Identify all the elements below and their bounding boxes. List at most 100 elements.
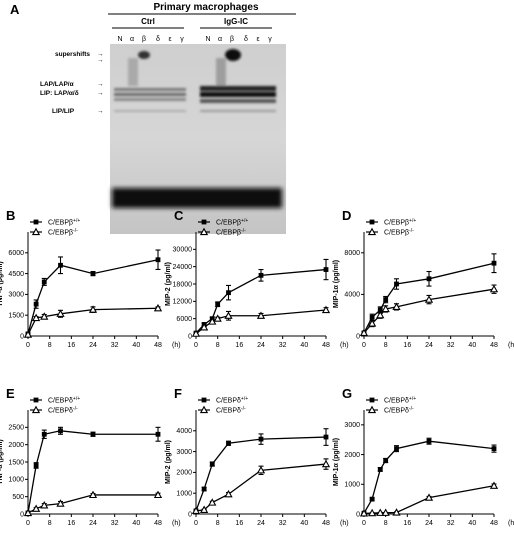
- data-point: [58, 262, 63, 268]
- x-tick-label: 32: [111, 520, 119, 527]
- y-tick-label: 4000: [176, 428, 192, 435]
- legend-label: C/EBPβ+/+: [384, 218, 416, 227]
- line-charts: B 0 1500 3000 4500 6000 0 8 16 24 32 40 48 (h) TNF-α (…: [0, 208, 514, 527]
- y-tick-label: 1000: [344, 482, 360, 489]
- x-axis-unit: (h): [172, 342, 181, 349]
- data-point: [199, 505, 209, 513]
- x-axis-unit: (h): [508, 520, 514, 527]
- data-point: [226, 290, 231, 296]
- x-tick-label: 8: [48, 520, 52, 527]
- data-point: [209, 461, 215, 467]
- y-tick-label: 24000: [173, 264, 193, 271]
- y-axis-label: TNF-α (pg/ml): [0, 261, 4, 307]
- x-tick-label: 40: [468, 342, 476, 349]
- legend-label: C/EBPβ+/+: [216, 218, 248, 227]
- legend-label: C/EBPβ-/-: [216, 228, 246, 237]
- x-axis-unit: (h): [172, 520, 181, 527]
- data-point: [426, 276, 432, 282]
- x-tick-label: 40: [300, 342, 308, 349]
- band-label-lip: LIP/LIP: [52, 108, 75, 115]
- x-tick-label: 40: [300, 520, 308, 527]
- x-tick-label: 8: [48, 342, 52, 349]
- data-point: [383, 297, 389, 302]
- band-arrow-lap: →: [97, 81, 104, 88]
- data-point: [40, 501, 49, 509]
- legend-label: C/EBPβ-/-: [384, 228, 414, 237]
- gel-group-label-ctrl: Ctrl: [141, 17, 155, 26]
- data-point: [381, 304, 390, 313]
- x-tick-label: 16: [235, 342, 243, 349]
- data-point: [376, 310, 385, 319]
- data-point: [359, 509, 369, 517]
- series-knockout: C/EBPβ-/-: [191, 227, 331, 337]
- lane-label: ε: [168, 36, 171, 43]
- x-tick-label: 0: [194, 342, 198, 349]
- y-tick-label: 0: [20, 511, 24, 518]
- lane-label: δ: [244, 36, 248, 43]
- x-tick-label: 8: [216, 342, 220, 349]
- y-tick-label: 6000: [176, 316, 192, 323]
- data-point: [56, 309, 65, 317]
- data-point: [90, 271, 96, 276]
- x-tick-label: 8: [384, 520, 388, 527]
- series-wildtype: C/EBPδ+/+: [25, 396, 161, 516]
- legend-marker: [201, 219, 207, 225]
- x-tick-label: 48: [490, 342, 498, 349]
- data-point: [369, 496, 375, 502]
- data-point: [367, 508, 377, 517]
- lane-label: α: [130, 36, 134, 43]
- lane-label: β: [230, 36, 234, 43]
- chart-panel-g: G 0 1000 2000 3000 0 8 16 24 32 40 48 (h) MIP-1α (pg/…: [333, 386, 514, 527]
- panel-letter-e: E: [6, 386, 15, 401]
- data-point: [491, 260, 497, 266]
- data-point: [88, 305, 98, 313]
- panel-letter-d: D: [342, 208, 351, 223]
- band-arrow-upper: →: [97, 51, 104, 58]
- x-tick-label: 24: [89, 520, 97, 527]
- panel-letter-b: B: [6, 208, 15, 223]
- y-tick-label: 3000: [8, 292, 24, 299]
- lane-label: γ: [180, 36, 184, 43]
- x-tick-label: 24: [425, 520, 433, 527]
- legend-label: C/EBPδ-/-: [384, 406, 414, 415]
- data-point: [90, 431, 96, 437]
- x-tick-label: 40: [132, 342, 140, 349]
- x-tick-label: 24: [89, 342, 97, 349]
- y-tick-label: 4500: [8, 271, 24, 278]
- data-point: [377, 307, 383, 313]
- x-tick-label: 8: [384, 342, 388, 349]
- data-point: [41, 279, 47, 285]
- series-knockout: C/EBPδ-/-: [359, 405, 499, 517]
- legend-marker: [199, 405, 209, 414]
- legend-marker: [367, 405, 377, 414]
- series-knockout: C/EBPδ-/-: [23, 405, 163, 517]
- legend-marker: [31, 227, 41, 236]
- y-tick-label: 3000: [344, 422, 360, 429]
- y-axis-label: TNF-α (pg/ml): [0, 439, 4, 485]
- data-point: [88, 490, 98, 499]
- y-tick-label: 2500: [8, 425, 24, 432]
- data-point: [394, 281, 399, 287]
- data-point: [321, 305, 331, 314]
- y-tick-label: 2000: [8, 442, 24, 449]
- data-point: [256, 311, 266, 319]
- legend-marker: [33, 219, 39, 225]
- band-arrow-lip: →: [97, 108, 104, 115]
- legend-marker: [33, 397, 39, 403]
- data-point: [424, 493, 434, 501]
- lane-label: N: [117, 36, 122, 43]
- x-tick-label: 0: [194, 520, 198, 527]
- chart-panel-b: B 0 1500 3000 4500 6000 0 8 16 24 32 40 48 (h) TNF-α (…: [0, 208, 181, 349]
- lane-label: α: [218, 36, 222, 43]
- band-arrow-lower: →: [97, 57, 104, 64]
- panel-letter-a: A: [10, 2, 20, 17]
- x-tick-label: 48: [322, 520, 330, 527]
- x-tick-label: 16: [403, 520, 411, 527]
- data-point: [33, 301, 39, 307]
- x-axis-unit: (h): [340, 520, 349, 527]
- x-tick-label: 0: [26, 342, 30, 349]
- band-label-supershifts: supershifts: [55, 51, 90, 58]
- data-point: [224, 489, 233, 498]
- data-point: [426, 438, 432, 444]
- data-point: [367, 319, 377, 327]
